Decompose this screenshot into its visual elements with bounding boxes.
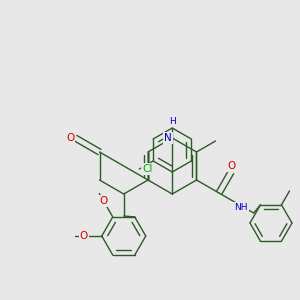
Text: H: H xyxy=(169,116,175,125)
Text: Cl: Cl xyxy=(142,164,152,174)
Text: O: O xyxy=(80,231,88,241)
Text: NH: NH xyxy=(234,202,248,211)
Text: N: N xyxy=(164,133,172,143)
Text: O: O xyxy=(66,133,74,143)
Text: O: O xyxy=(100,196,108,206)
Text: O: O xyxy=(227,161,235,171)
